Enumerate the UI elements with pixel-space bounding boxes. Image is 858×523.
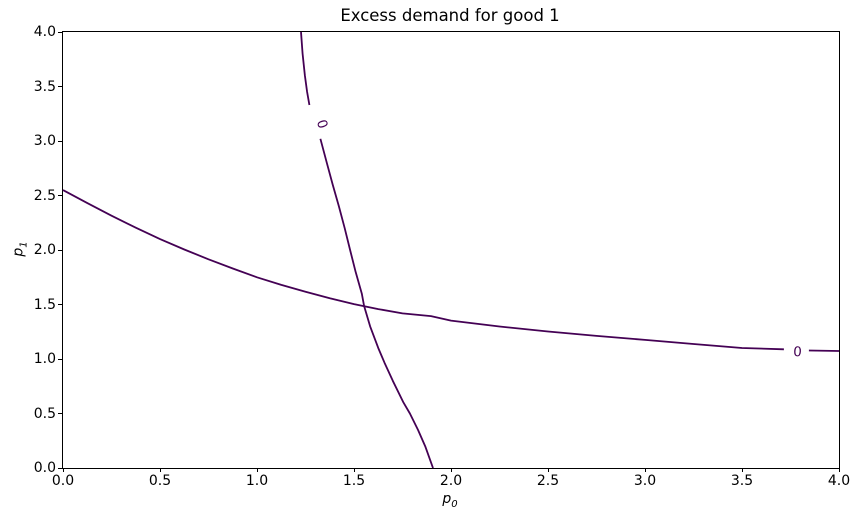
y-tick-mark — [58, 467, 62, 469]
y-tick-label: 4.0 — [33, 24, 56, 40]
zero-contour-steep-line — [300, 31, 311, 106]
zero-contour-flat-line — [62, 189, 784, 351]
y-tick-mark — [58, 140, 62, 142]
y-tick-mark — [58, 31, 62, 33]
y-axis-label-letter: p — [10, 247, 27, 257]
x-tick-label: 2.5 — [536, 473, 560, 489]
y-tick-mark — [58, 195, 62, 196]
x-tick-mark — [62, 468, 64, 472]
y-axis-label: p1 — [11, 241, 30, 256]
x-tick-mark — [353, 468, 355, 472]
y-tick-label: 3.5 — [33, 78, 56, 95]
y-tick-mark — [58, 358, 62, 360]
x-tick-label: 0.0 — [51, 473, 75, 489]
zero-contour-steep-line — [319, 138, 434, 469]
y-tick-mark — [58, 249, 62, 251]
zero-contour-steep-label: 0 — [313, 118, 331, 131]
x-tick-label: 1.0 — [245, 473, 269, 489]
x-tick-label: 1.5 — [342, 473, 366, 489]
x-tick-mark — [256, 468, 258, 472]
x-tick-mark — [450, 468, 452, 472]
contour-plot: 00 — [62, 31, 840, 469]
x-tick-label: 2.0 — [439, 473, 463, 489]
x-axis-label-subscript: 0 — [451, 498, 458, 510]
x-tick-label: 0.5 — [148, 473, 172, 489]
x-tick-mark — [838, 468, 840, 472]
x-axis-label: p0 — [62, 491, 838, 510]
y-tick-label: 2.0 — [33, 242, 56, 258]
x-tick-label: 3.5 — [730, 473, 754, 489]
x-tick-label: 3.0 — [633, 473, 657, 489]
x-tick-mark — [741, 468, 743, 472]
y-axis-label-subscript: 1 — [18, 241, 30, 248]
y-tick-label: 1.5 — [33, 296, 56, 313]
y-tick-label: 0.0 — [33, 460, 56, 476]
x-axis-label-letter: p — [442, 491, 452, 507]
zero-contour-flat-label: 0 — [793, 344, 802, 360]
y-tick-label: 3.0 — [33, 133, 56, 149]
y-tick-label: 2.5 — [33, 187, 56, 204]
x-tick-mark — [644, 468, 646, 472]
chart-title: Excess demand for good 1 — [340, 6, 560, 25]
y-tick-label: 0.5 — [33, 405, 56, 422]
x-tick-mark — [159, 468, 161, 472]
y-tick-label: 1.0 — [33, 351, 56, 367]
x-tick-label: 4.0 — [827, 473, 851, 489]
y-tick-mark — [58, 413, 62, 414]
zero-contour-flat-line — [808, 349, 840, 352]
y-tick-mark — [58, 86, 62, 87]
x-tick-mark — [547, 468, 549, 472]
y-tick-mark — [58, 304, 62, 305]
